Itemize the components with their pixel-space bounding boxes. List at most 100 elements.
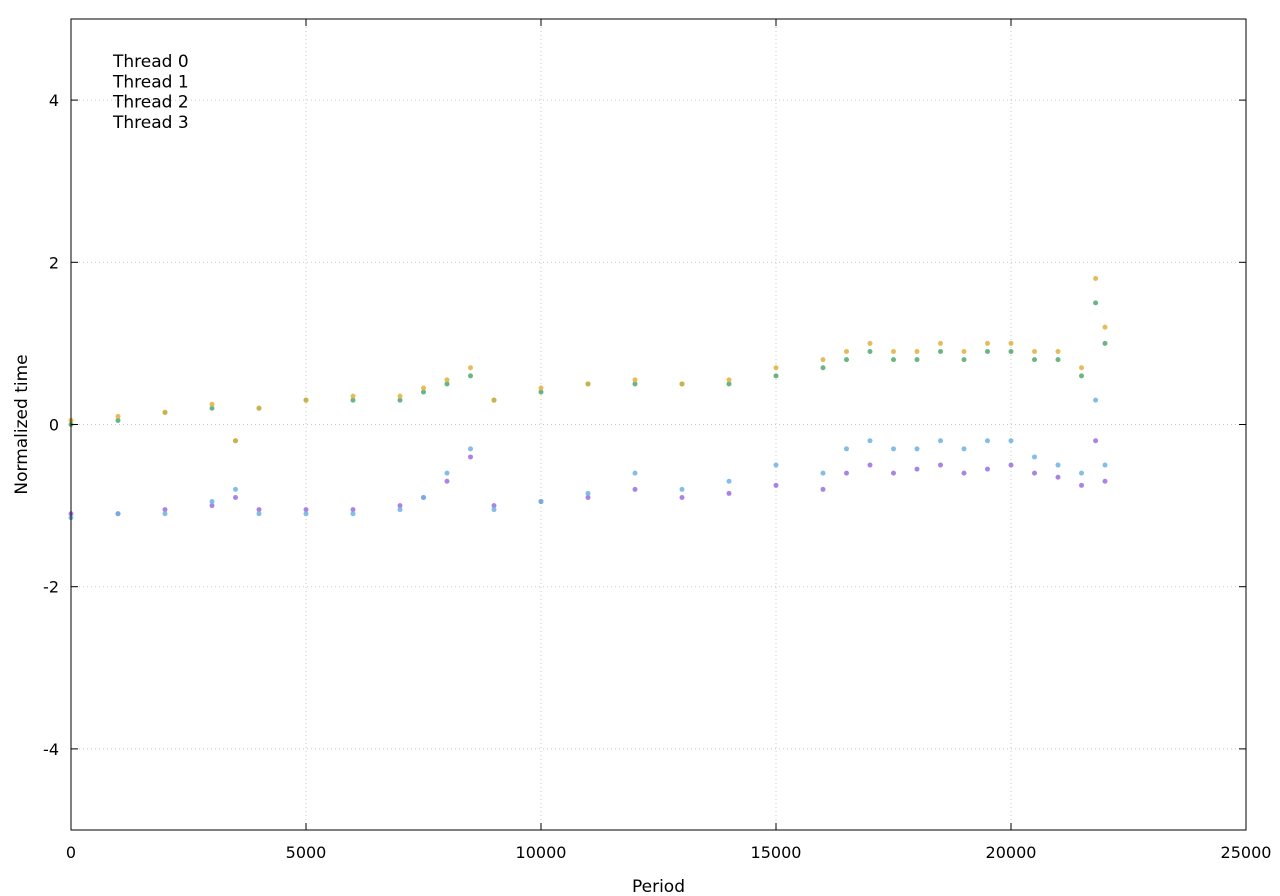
data-point: [468, 446, 473, 452]
data-point: [961, 470, 967, 476]
data-point: [209, 499, 215, 505]
data-point: [1055, 462, 1061, 468]
data-point: [444, 377, 450, 383]
data-point: [844, 470, 849, 476]
data-point: [773, 365, 779, 371]
data-point: [985, 438, 990, 444]
data-point: [844, 446, 849, 452]
data-point: [1079, 470, 1084, 476]
data-point: [632, 470, 638, 476]
data-point: [820, 357, 826, 363]
legend-entry: Thread 0: [112, 52, 189, 72]
data-point: [726, 377, 732, 383]
y-tick-label: -4: [43, 740, 59, 759]
data-point: [914, 357, 920, 363]
data-point: [867, 349, 873, 355]
x-axis-label: Period: [632, 877, 685, 896]
data-point: [726, 490, 732, 496]
data-point: [256, 507, 262, 513]
data-point: [1102, 340, 1108, 346]
data-point: [233, 486, 238, 492]
data-point: [1032, 349, 1037, 355]
data-point: [1093, 397, 1099, 403]
data-point: [844, 357, 849, 363]
data-point: [820, 365, 826, 371]
data-point: [679, 494, 685, 500]
data-point: [350, 507, 356, 513]
x-tick-label: 25000: [1221, 843, 1272, 862]
data-point: [726, 478, 732, 484]
data-point: [679, 381, 685, 387]
legend-entry: Thread 3: [112, 113, 189, 133]
data-point: [985, 340, 990, 346]
data-point: [444, 478, 450, 484]
data-point: [397, 393, 403, 399]
data-point: [820, 470, 826, 476]
data-point: [256, 511, 262, 517]
data-point: [1055, 357, 1061, 363]
data-point: [397, 397, 403, 403]
data-point: [679, 486, 685, 492]
data-point: [867, 462, 873, 468]
data-point: [115, 413, 121, 419]
data-point: [538, 389, 544, 395]
data-point: [844, 349, 849, 355]
data-point: [397, 503, 403, 509]
data-point: [491, 503, 497, 509]
data-point: [820, 486, 826, 492]
data-point: [867, 438, 873, 444]
data-point: [632, 486, 638, 492]
y-tick-label: 0: [49, 416, 59, 435]
data-point: [1055, 349, 1061, 355]
data-point: [444, 381, 450, 387]
data-point: [726, 381, 732, 387]
data-point: [115, 511, 121, 517]
data-point: [985, 466, 990, 472]
data-point: [421, 385, 426, 391]
data-point: [985, 349, 990, 355]
data-point: [538, 385, 544, 391]
data-point: [585, 494, 591, 500]
data-point: [162, 511, 168, 517]
data-point: [867, 340, 873, 346]
data-point: [961, 446, 967, 452]
data-point: [914, 466, 920, 472]
data-points: [68, 276, 1108, 521]
data-point: [256, 405, 262, 411]
data-point: [350, 511, 356, 517]
data-point: [538, 499, 544, 505]
x-tick-label: 15000: [751, 843, 802, 862]
grid: [70, 19, 1247, 830]
data-point: [1079, 373, 1084, 379]
data-point: [1093, 438, 1099, 444]
data-point: [938, 340, 943, 346]
y-axis-label: Normalized time: [12, 354, 32, 494]
data-point: [1102, 462, 1108, 468]
data-point: [914, 446, 920, 452]
data-point: [303, 397, 309, 403]
data-point: [115, 417, 121, 423]
data-point: [938, 462, 943, 468]
x-tick-label: 5000: [286, 843, 327, 862]
series-3: [68, 276, 1108, 444]
data-point: [468, 365, 473, 371]
data-point: [632, 381, 638, 387]
data-point: [1093, 300, 1099, 306]
data-point: [421, 494, 426, 500]
data-point: [350, 397, 356, 403]
legend-entry: Thread 2: [112, 93, 189, 113]
data-point: [209, 503, 215, 509]
data-point: [891, 470, 896, 476]
data-point: [1079, 482, 1084, 488]
data-point: [1055, 474, 1061, 480]
data-point: [585, 490, 591, 496]
series-2: [68, 300, 1108, 444]
data-point: [773, 373, 779, 379]
data-point: [397, 507, 403, 513]
data-point: [421, 389, 426, 395]
axis-ticks: [70, 19, 1247, 830]
data-point: [961, 357, 967, 363]
data-point: [1032, 357, 1037, 363]
series-0: [68, 438, 1108, 517]
